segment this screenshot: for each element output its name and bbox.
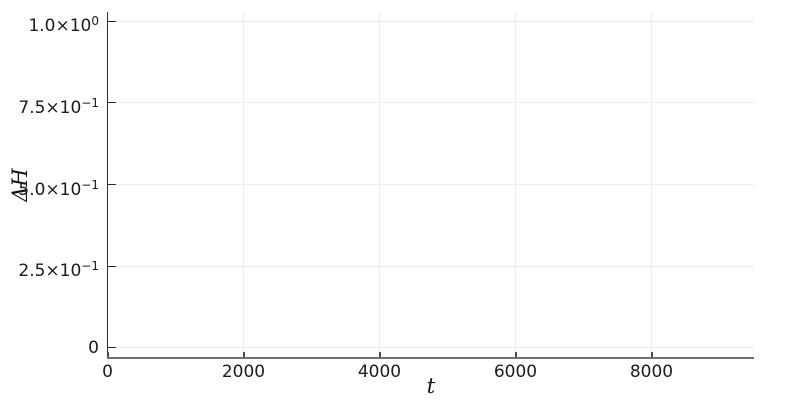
x-tick-label: 2000 [221, 362, 266, 382]
x-tick-mark [378, 352, 381, 357]
y-gridline [107, 347, 754, 349]
y-tick-mark [107, 347, 116, 349]
exponent-superscript: 0 [91, 14, 99, 29]
y-gridline [107, 102, 754, 104]
x-tick-mark [106, 352, 109, 357]
x-tick-label: 4000 [357, 362, 402, 382]
y-gridline [107, 184, 754, 185]
x-tick-label: 0 [102, 362, 113, 382]
x-gridline [243, 12, 244, 358]
y-tick-mark [107, 184, 116, 185]
exponent-superscript: −1 [81, 259, 99, 274]
x-gridline [515, 12, 516, 358]
y-axis-line [107, 12, 108, 358]
x-tick-mark [514, 352, 517, 357]
exponent-superscript: −1 [81, 177, 99, 192]
y-tick-label: 7.5×10−1 [18, 95, 99, 118]
y-tick-label: 5.0×10−1 [18, 177, 99, 200]
y-tick-mark [107, 102, 116, 104]
x-tick-mark [650, 352, 653, 357]
x-tick-label: 8000 [629, 362, 674, 382]
x-tick-label: 6000 [493, 362, 538, 382]
y-tick-label: 1.0×100 [28, 14, 99, 37]
x-gridline [651, 12, 652, 358]
y-tick-mark [107, 265, 116, 267]
x-tick-mark [242, 352, 245, 357]
y-tick-label: 2.5×10−1 [18, 259, 99, 282]
y-tick-mark [107, 20, 116, 22]
exponent-superscript: −1 [81, 95, 99, 110]
y-gridline [107, 265, 754, 267]
y-tick-label: 0 [88, 337, 99, 358]
x-axis-title: t [426, 374, 436, 398]
x-gridline [379, 12, 380, 358]
y-gridline [107, 20, 754, 22]
x-axis-line [107, 357, 754, 359]
